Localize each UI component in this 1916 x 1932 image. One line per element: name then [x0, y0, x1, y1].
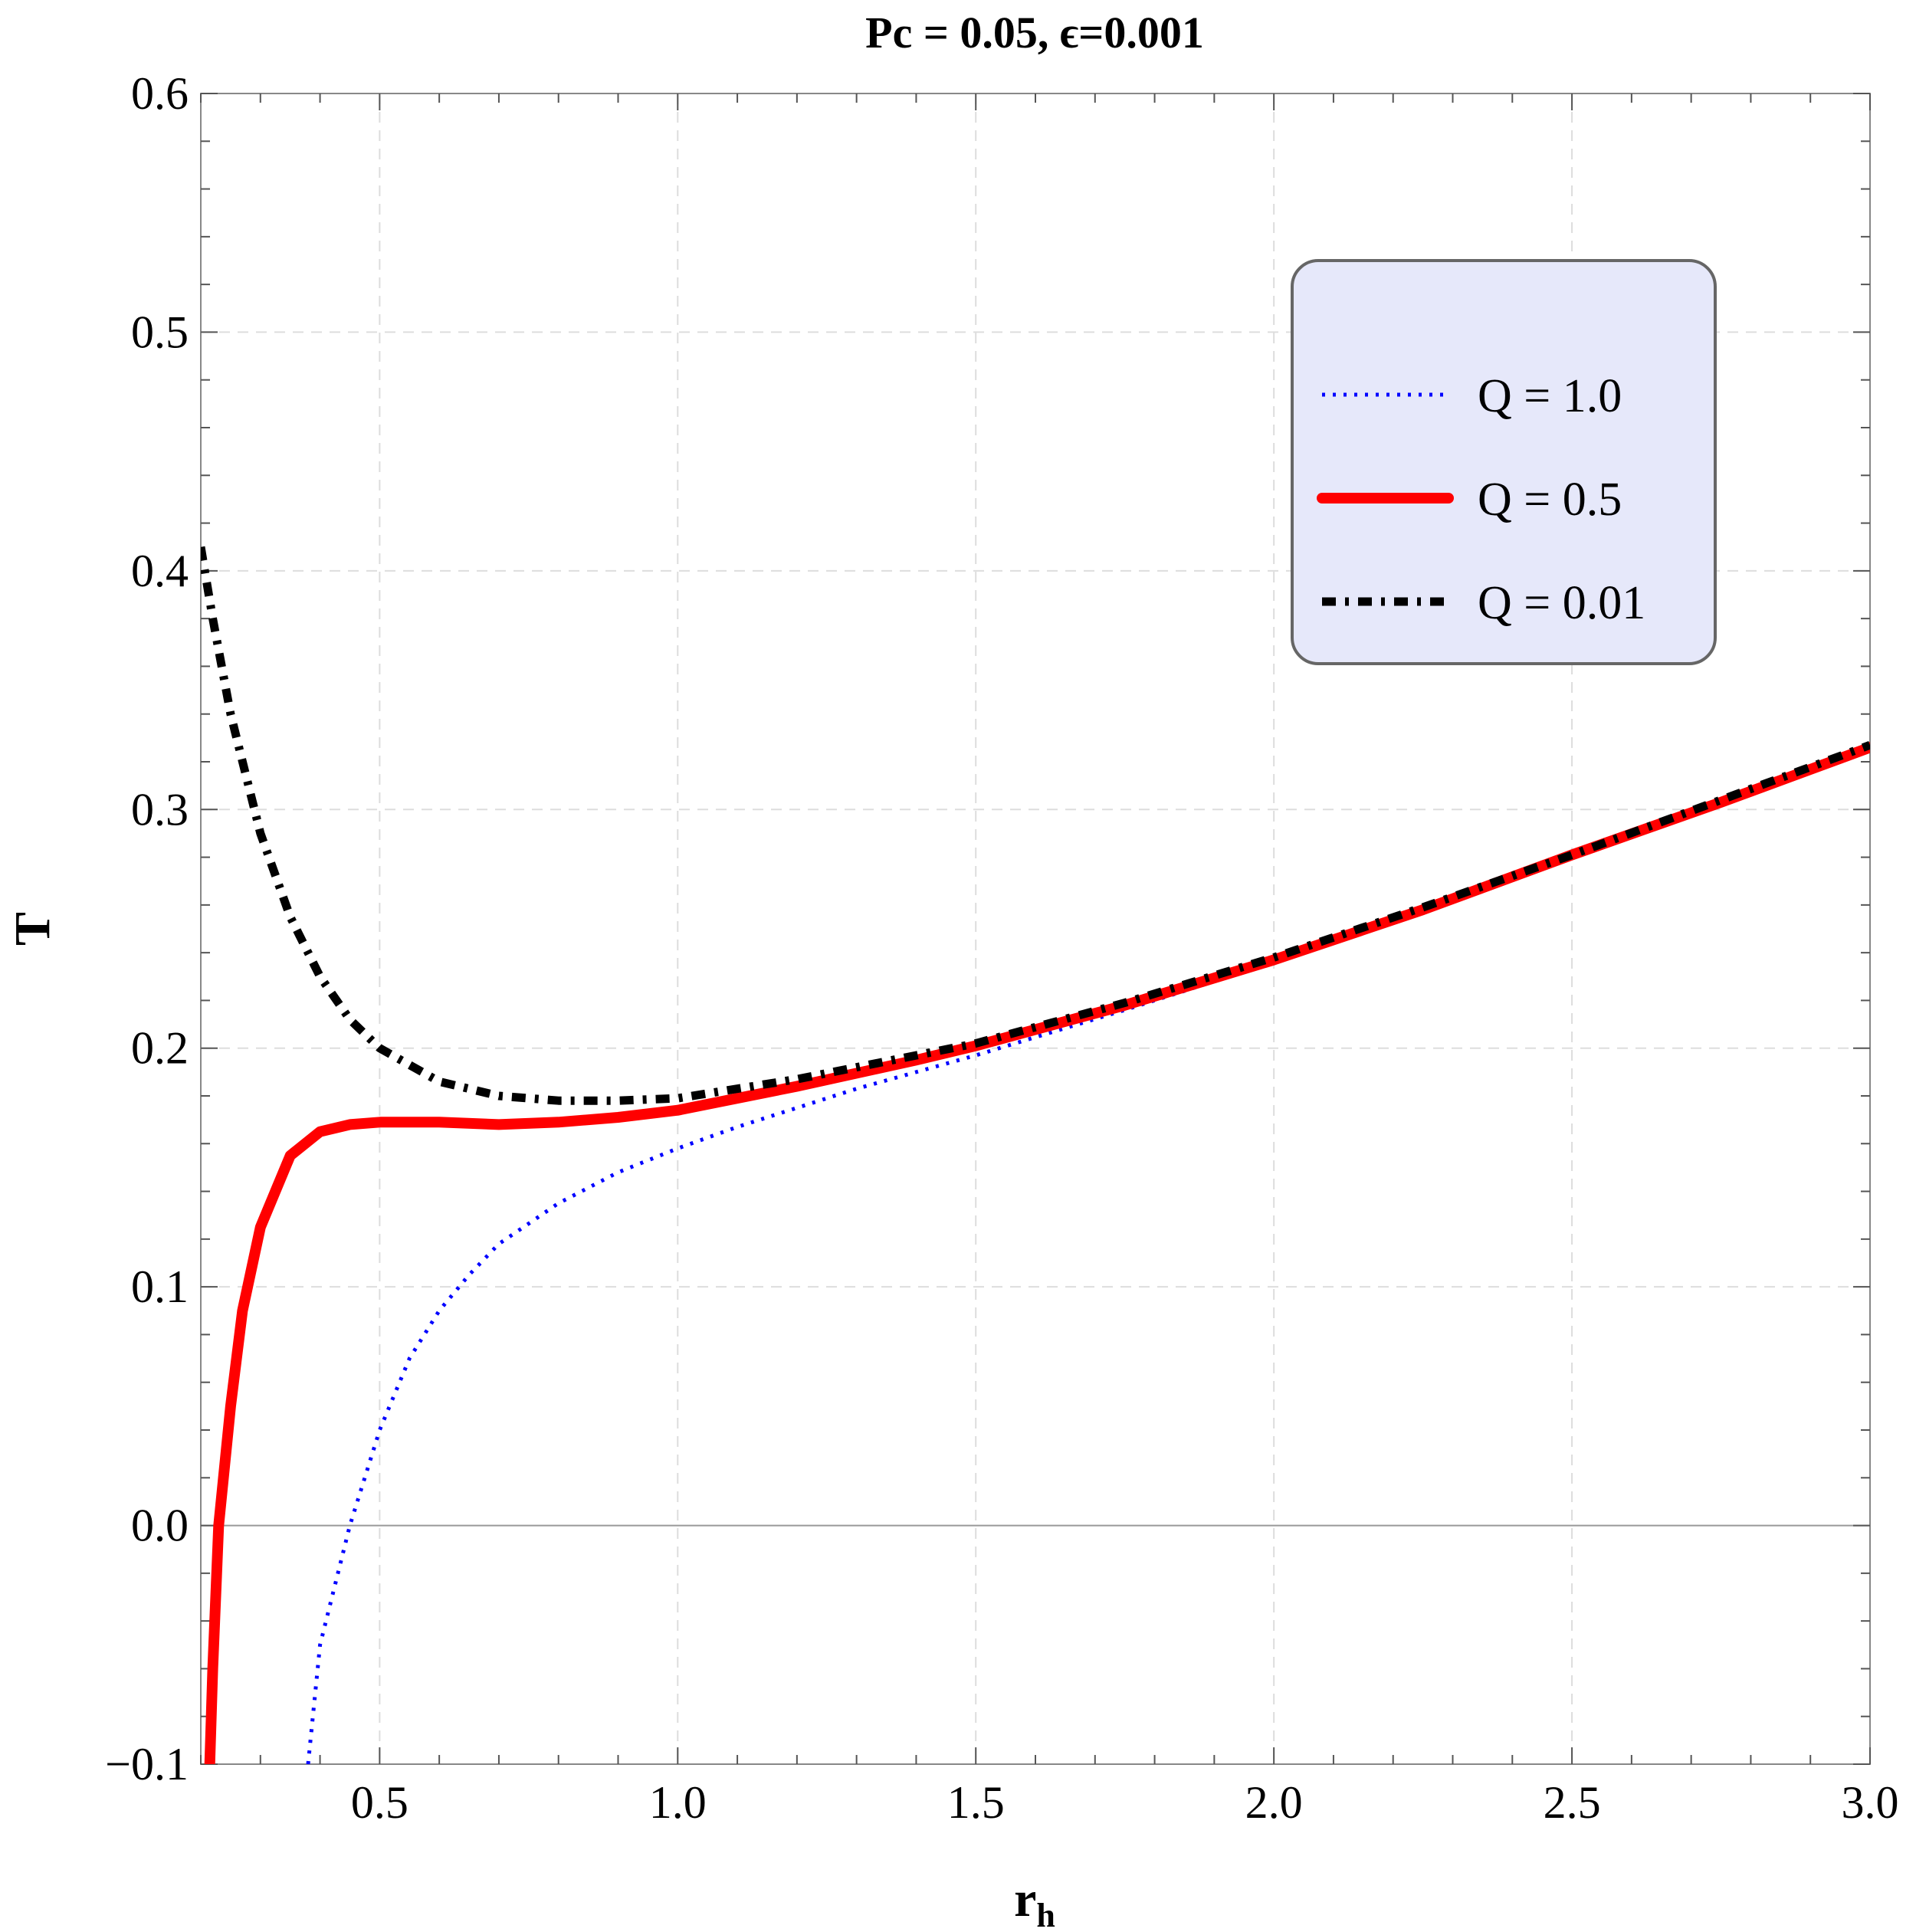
series-line-3	[201, 546, 1870, 1105]
legend-label-3: Q = 0.01	[1478, 577, 1645, 629]
x-tick-labels: 0.5 1.0 1.5 2.0 2.5 3.0	[351, 1777, 1899, 1828]
legend: Q = 1.0 Q = 0.5 Q = 0.01	[1291, 259, 1717, 665]
y-tick-labels: −0.1 0.0 0.1 0.2 0.3 0.4 0.5 0.6	[105, 68, 189, 1789]
grid	[201, 93, 1870, 1764]
y-tick-label: 0.0	[131, 1501, 189, 1551]
x-tick-label: 1.5	[947, 1777, 1005, 1828]
x-tick-label: 0.5	[351, 1777, 408, 1828]
y-tick-label: 0.3	[131, 784, 189, 835]
y-tick-label: −0.1	[105, 1739, 189, 1789]
chart-title: Pc = 0.05, ϵ=0.001	[865, 8, 1204, 57]
legend-label-2: Q = 0.5	[1478, 474, 1622, 526]
series-layer	[201, 546, 1870, 1764]
x-tick-label: 3.0	[1842, 1777, 1899, 1828]
x-tick-label: 2.0	[1245, 1777, 1303, 1828]
y-tick-label: 0.4	[131, 546, 189, 596]
legend-box	[1291, 259, 1717, 665]
legend-items: Q = 1.0 Q = 0.5 Q = 0.01	[1317, 370, 1645, 629]
y-tick-label: 0.6	[131, 68, 189, 119]
y-axis-label: T	[5, 912, 61, 946]
legend-label-1: Q = 1.0	[1478, 370, 1622, 422]
x-axis-label: rh	[1014, 1871, 1055, 1932]
y-tick-label: 0.1	[131, 1261, 189, 1312]
x-tick-label: 2.5	[1544, 1777, 1601, 1828]
axis-ticks	[200, 93, 1871, 1765]
y-tick-label: 0.2	[131, 1023, 189, 1074]
x-tick-label: 1.0	[649, 1777, 707, 1828]
y-tick-label: 0.5	[131, 307, 189, 357]
x-axis-label-subscript: h	[1036, 1897, 1055, 1932]
